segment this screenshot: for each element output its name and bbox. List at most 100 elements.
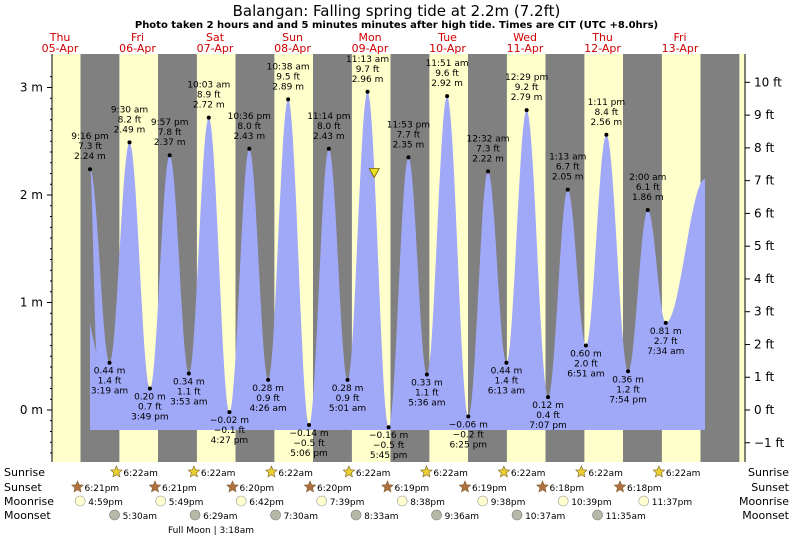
tide-label: 11:53 pm (387, 120, 430, 130)
tide-point (286, 97, 291, 102)
tide-point (266, 377, 271, 382)
tide-label: 3:53 am (170, 397, 207, 407)
tide-point (147, 386, 152, 391)
sunset-icon (226, 480, 239, 493)
moonset-time: 9:36am (445, 512, 480, 522)
tide-label: 5:06 pm (290, 449, 328, 459)
tide-label: 0.9 ft (336, 394, 360, 404)
tide-area (90, 91, 705, 431)
tide-point (307, 423, 312, 428)
tide-point (107, 360, 112, 365)
day-name: Wed (513, 31, 537, 44)
tide-label: 2.37 m (154, 138, 186, 148)
tide-label: 0.44 m (94, 367, 126, 377)
tide-label: 6.1 ft (636, 183, 660, 193)
tide-point (88, 167, 92, 172)
day-labels: Thu05-AprFri06-AprSat07-AprSun08-AprMon0… (42, 31, 699, 55)
sunrise-time: 6:22am (588, 469, 623, 479)
tide-point (424, 372, 429, 377)
tide-label: 0.28 m (332, 384, 364, 394)
moonrise-icon (638, 495, 650, 507)
tide-point (326, 146, 331, 151)
moonrise-time: 10:39pm (571, 498, 611, 508)
tide-label: 0.28 m (252, 384, 284, 394)
tide-label: 7:34 am (647, 347, 684, 357)
y-tick-label-right: 3 ft (754, 305, 774, 319)
moonset-icon (350, 509, 362, 521)
tide-label: 0.9 ft (256, 394, 280, 404)
tide-label: 9:30 am (111, 105, 148, 115)
photo-marker-icon (368, 168, 380, 179)
tide-label: 1.86 m (632, 193, 664, 203)
tide-label: 0.60 m (570, 350, 602, 360)
moonrise-time: 8:38pm (410, 498, 445, 508)
tide-label: 1.2 ft (616, 385, 640, 395)
tide-label: 11:13 am (346, 55, 389, 65)
tide-label: 7.8 ft (158, 128, 182, 138)
moonrise-time: 6:42pm (249, 498, 284, 508)
tide-label: 5:01 am (329, 404, 366, 414)
moonset-time: 8:33am (364, 512, 399, 522)
moonset-icon (511, 509, 523, 521)
moonrise-icon (477, 495, 489, 507)
tide-label: 2.79 m (511, 93, 543, 103)
tide-point (504, 360, 509, 365)
tide-label: 8.0 ft (237, 122, 261, 132)
tide-label: 1.1 ft (177, 387, 201, 397)
tide-label: 6.7 ft (556, 163, 580, 173)
tide-label: 1.4 ft (98, 377, 122, 387)
sunrise-icon (264, 465, 278, 478)
tide-curve (90, 91, 705, 431)
day-name: Fri (674, 31, 687, 44)
tide-label: 1.4 ft (495, 377, 519, 387)
sunrise-icon (652, 465, 666, 478)
tide-point (663, 320, 668, 325)
sunrise-icon (342, 465, 356, 478)
moonset-time: 6:29am (203, 512, 238, 522)
tide-label: −0.5 ft (373, 441, 405, 451)
tide-label: 2.0 ft (574, 360, 598, 370)
row-label-right: Moonset (742, 509, 789, 522)
sunrise-icon (574, 465, 588, 478)
tide-label: 4:27 pm (211, 436, 249, 446)
tide-label: 1:11 pm (588, 98, 626, 108)
tide-label: 2.92 m (431, 79, 463, 89)
tide-label: 0.36 m (612, 375, 644, 385)
day-name: Fri (131, 31, 144, 44)
y-tick-label-left: 3 m (20, 81, 43, 95)
day-date: 07-Apr (197, 42, 234, 55)
tide-point (365, 89, 370, 94)
sunset-icon (613, 480, 627, 493)
tide-label: 10:03 am (187, 81, 230, 91)
tide-label: 7:07 pm (529, 421, 567, 431)
tide-label: 7.3 ft (476, 144, 500, 154)
tide-label: 2.56 m (591, 118, 623, 128)
moonrise-icon (235, 495, 247, 507)
tide-point (583, 343, 588, 348)
tide-label: 10:38 am (267, 62, 310, 72)
sunset-icon (148, 480, 162, 493)
tide-label: 1.1 ft (415, 389, 439, 399)
y-tick-label-right: 8 ft (754, 141, 774, 155)
tide-label: −0.1 ft (214, 426, 246, 436)
tide-label: 1:13 am (549, 153, 586, 163)
tide-label: 9:16 pm (71, 132, 109, 142)
tide-label: 0.33 m (411, 379, 443, 389)
full-moon-note: Full Moon | 3:18am (168, 526, 254, 536)
sunset-time: 6:21pm (162, 484, 197, 494)
tide-labels: 9:16 pm7.3 ft2.24 m0.44 m1.4 ft3:19 am9:… (71, 55, 684, 461)
tide-label: −0.14 m (289, 429, 328, 439)
sunset-time: 6:20pm (317, 484, 352, 494)
row-label-left: Sunrise (4, 466, 45, 479)
tide-point (604, 132, 609, 137)
tide-label: 2.35 m (393, 140, 425, 150)
tide-label: −0.06 m (449, 420, 488, 430)
tide-point (546, 395, 551, 400)
tide-label: 11:51 am (426, 59, 469, 69)
sunset-time: 6:20pm (240, 484, 275, 494)
tide-label: 8.0 ft (317, 122, 341, 132)
moonrise-icon (316, 495, 328, 507)
moonrise-time: 11:37pm (652, 498, 692, 508)
sunrise-time: 6:22am (666, 469, 701, 479)
